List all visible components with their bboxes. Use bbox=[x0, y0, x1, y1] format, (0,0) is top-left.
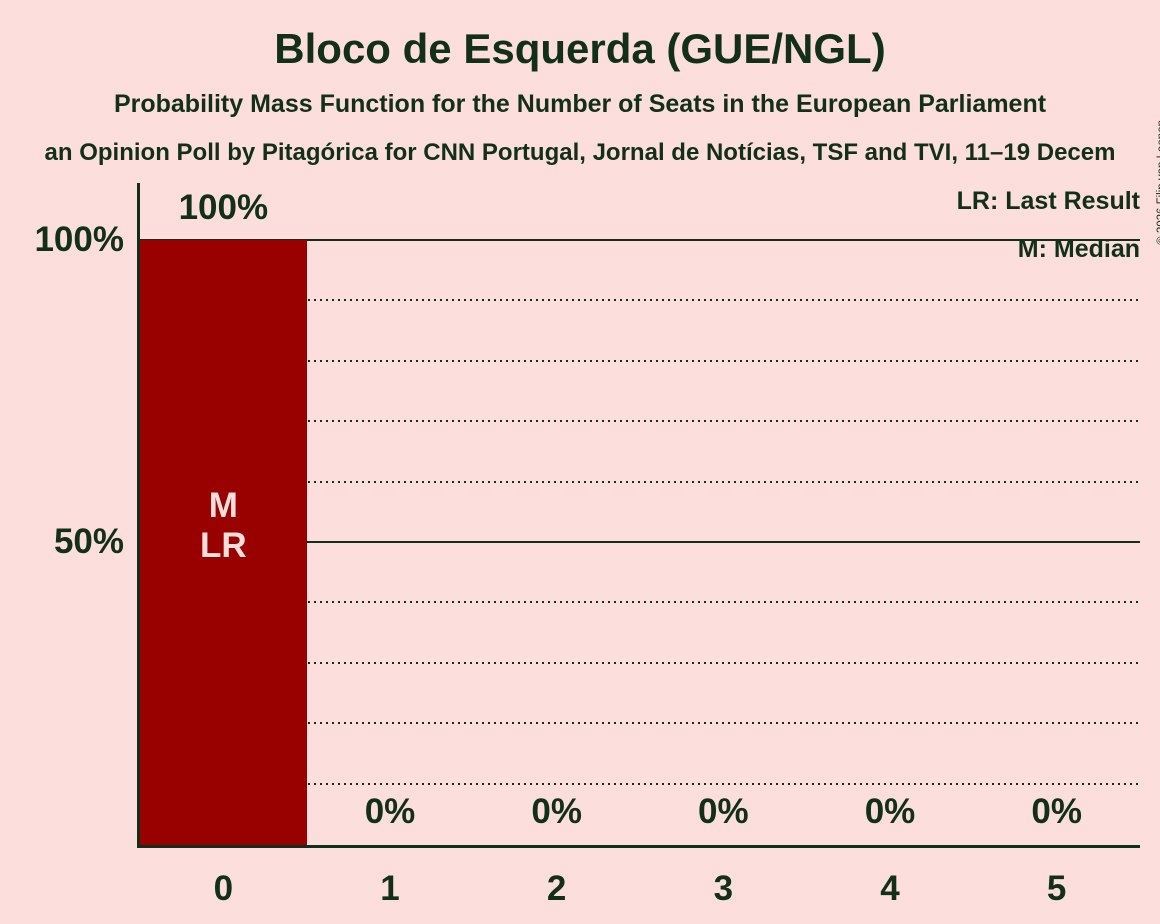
value-label-4: 0% bbox=[864, 792, 916, 831]
gridline-solid-50 bbox=[140, 540, 1140, 543]
gridline-dotted-70 bbox=[140, 420, 1140, 423]
gridline-dotted-60 bbox=[140, 480, 1140, 483]
x-tick-label-2: 2 bbox=[546, 869, 567, 908]
legend-last-result: LR: Last Result bbox=[956, 187, 1140, 215]
x-tick-label-0: 0 bbox=[213, 869, 234, 908]
gridline-dotted-90 bbox=[140, 299, 1140, 302]
value-label-1: 0% bbox=[364, 792, 416, 831]
x-tick-label-3: 3 bbox=[713, 869, 734, 908]
source-line: an Opinion Poll by Pitagórica for CNN Po… bbox=[44, 139, 1116, 166]
y-tick-label-100: 100% bbox=[34, 220, 124, 259]
value-label-5: 0% bbox=[1031, 792, 1082, 831]
gridline-dotted-30 bbox=[140, 661, 1140, 664]
gridline-dotted-80 bbox=[140, 359, 1140, 362]
copyright-notice: © 2026 Filip van Laenen bbox=[1156, 120, 1160, 245]
gridline-solid-100 bbox=[140, 238, 1140, 241]
gridline-dotted-20 bbox=[140, 722, 1140, 725]
gridline-dotted-40 bbox=[140, 601, 1140, 604]
value-label-0: 100% bbox=[178, 188, 269, 227]
x-tick-label-1: 1 bbox=[380, 869, 400, 908]
bar-seat-0 bbox=[140, 240, 307, 845]
y-axis-line bbox=[137, 183, 140, 848]
chart-subtitle: Probability Mass Function for the Number… bbox=[113, 90, 1047, 118]
gridline-dotted-10 bbox=[140, 782, 1140, 785]
bar-annotation-0: M LR bbox=[200, 486, 247, 565]
x-tick-label-4: 4 bbox=[880, 869, 900, 908]
value-label-2: 0% bbox=[531, 792, 582, 831]
chart-title: Bloco de Esquerda (GUE/NGL) bbox=[274, 25, 886, 72]
value-label-3: 0% bbox=[698, 792, 749, 831]
x-tick-label-5: 5 bbox=[1046, 869, 1067, 908]
y-tick-label-50: 50% bbox=[53, 522, 124, 561]
x-axis-line bbox=[137, 845, 1140, 848]
